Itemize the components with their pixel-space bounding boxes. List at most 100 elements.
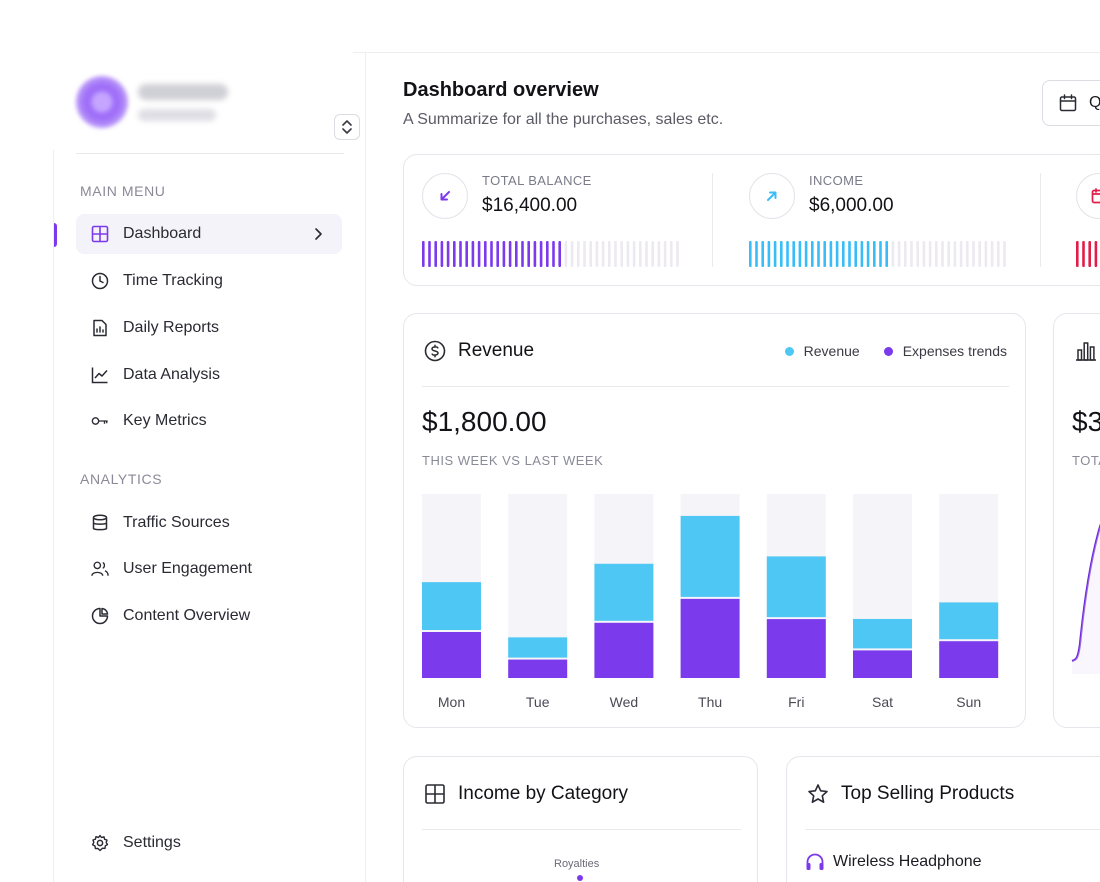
- sidebar-item-traffic-sources[interactable]: Traffic Sources: [76, 503, 342, 543]
- database-icon: [91, 514, 109, 532]
- progress-tick-filled: [1088, 241, 1091, 267]
- progress-tick-filled: [440, 241, 444, 267]
- grid-icon: [91, 225, 109, 243]
- date-range-button[interactable]: Q: [1042, 80, 1100, 126]
- legend-item-revenue[interactable]: Revenue: [784, 343, 860, 359]
- top-products-title: Top Selling Products: [841, 783, 1015, 804]
- sidebar-item-label: Daily Reports: [123, 319, 220, 336]
- side-line-chart: [1071, 523, 1100, 674]
- chevron-right-icon: [315, 228, 322, 240]
- progress-tick-empty: [589, 241, 592, 267]
- progress-tick-filled: [496, 241, 499, 267]
- bar-revenue: [508, 637, 568, 658]
- sidebar-item-content-overview[interactable]: Content Overview: [76, 596, 342, 636]
- product-item[interactable]: Wireless Headphone: [805, 853, 982, 871]
- progress-tick-empty: [570, 241, 574, 267]
- profile-divider: [76, 153, 344, 154]
- progress-tick-filled: [842, 241, 845, 267]
- legend-item-expenses[interactable]: Expenses trends: [883, 343, 1007, 359]
- card-divider: [805, 829, 1100, 830]
- pie-slice-marker: [577, 875, 583, 881]
- bar-chart-icon: [1076, 342, 1096, 361]
- sidebar: MAIN MENU Dashboard Time Tracking Daily …: [54, 52, 365, 882]
- stat-progress-bars: [749, 241, 1006, 267]
- progress-tick-empty: [972, 241, 975, 267]
- progress-tick-filled: [780, 241, 783, 267]
- legend-label: Revenue: [803, 343, 860, 359]
- card-divider: [422, 829, 741, 830]
- progress-tick-empty: [978, 241, 981, 267]
- x-tick-label: Tue: [526, 694, 550, 710]
- progress-tick-empty: [676, 241, 679, 267]
- sidebar-item-label: Time Tracking: [123, 272, 223, 289]
- progress-tick-filled: [786, 241, 789, 267]
- report-icon: [91, 319, 109, 337]
- stat-value: $6,000.00: [809, 195, 894, 216]
- progress-tick-empty: [663, 241, 667, 267]
- sidebar-item-time-tracking[interactable]: Time Tracking: [76, 261, 342, 301]
- sidebar-item-dashboard[interactable]: Dashboard: [76, 214, 342, 254]
- progress-tick-empty: [941, 241, 944, 267]
- progress-tick-empty: [928, 241, 932, 267]
- stat-progress-bars: [1076, 241, 1098, 267]
- sidebar-item-key-metrics[interactable]: Key Metrics: [76, 401, 342, 441]
- chart-legend: Revenue Expenses trends: [761, 343, 1007, 359]
- progress-tick-filled: [755, 241, 758, 267]
- progress-tick-filled: [761, 241, 764, 267]
- sidebar-item-label: Dashboard: [123, 225, 202, 242]
- progress-tick-empty: [935, 241, 938, 267]
- sidebar-item-data-analysis[interactable]: Data Analysis: [76, 355, 342, 395]
- progress-tick-filled: [823, 241, 826, 267]
- progress-tick-empty: [966, 241, 969, 267]
- sidebar-item-label: Content Overview: [123, 607, 251, 624]
- dollar-circle-icon: [424, 340, 446, 362]
- sidebar-edge: [53, 150, 54, 882]
- account-switcher-button[interactable]: [334, 114, 360, 140]
- bar-revenue: [853, 618, 912, 649]
- clock-icon: [91, 272, 109, 290]
- chevron-up-down-icon: [342, 120, 352, 134]
- progress-tick-empty: [614, 241, 617, 267]
- progress-tick-filled: [873, 241, 876, 267]
- bar-revenue: [422, 582, 481, 630]
- page-title: Dashboard overview: [403, 79, 599, 101]
- sidebar-item-settings[interactable]: Settings: [76, 823, 342, 863]
- progress-tick-filled: [459, 241, 462, 267]
- progress-tick-filled: [546, 241, 549, 267]
- pie-slice-label: Royalties: [554, 858, 600, 870]
- revenue-bar-chart: Mon Tue Wed Thu Fri Sat Sun: [422, 494, 999, 710]
- progress-tick-empty: [639, 241, 642, 267]
- progress-tick-empty: [651, 241, 654, 267]
- progress-tick-filled: [465, 241, 468, 267]
- active-indicator: [54, 223, 57, 247]
- progress-tick-filled: [428, 241, 431, 267]
- analytics-title: ANALYTICS: [80, 471, 163, 487]
- revenue-title: Revenue: [458, 340, 535, 361]
- sidebar-item-label: Data Analysis: [123, 366, 220, 383]
- progress-tick-empty: [626, 241, 630, 267]
- sidebar-item-daily-reports[interactable]: Daily Reports: [76, 308, 342, 348]
- users-icon: [91, 560, 109, 578]
- x-tick-label: Thu: [698, 694, 722, 710]
- progress-tick-empty: [1003, 241, 1006, 267]
- progress-tick-filled: [539, 241, 543, 267]
- progress-tick-filled: [773, 241, 777, 267]
- bar-expenses: [508, 659, 568, 678]
- pie-chart-icon: [91, 607, 109, 625]
- stats-card: TOTAL BALANCE $16,400.00 INCOME $6,000.0…: [403, 154, 1100, 286]
- x-tick-label: Fri: [788, 694, 804, 710]
- arrow-down-left-icon: [422, 173, 468, 219]
- sidebar-item-user-engagement[interactable]: User Engagement: [76, 549, 342, 589]
- progress-tick-empty: [608, 241, 611, 267]
- main-content: Dashboard overview A Summarize for all t…: [366, 53, 1100, 882]
- progress-tick-filled: [422, 241, 425, 267]
- progress-tick-filled: [484, 241, 487, 267]
- profile[interactable]: [76, 76, 360, 140]
- progress-tick-empty: [595, 241, 599, 267]
- sidebar-item-label: Settings: [123, 834, 181, 851]
- main-menu-title: MAIN MENU: [80, 183, 166, 199]
- progress-tick-empty: [670, 241, 673, 267]
- line-chart-icon: [91, 366, 109, 384]
- progress-tick-empty: [916, 241, 919, 267]
- bar-expenses: [939, 641, 999, 678]
